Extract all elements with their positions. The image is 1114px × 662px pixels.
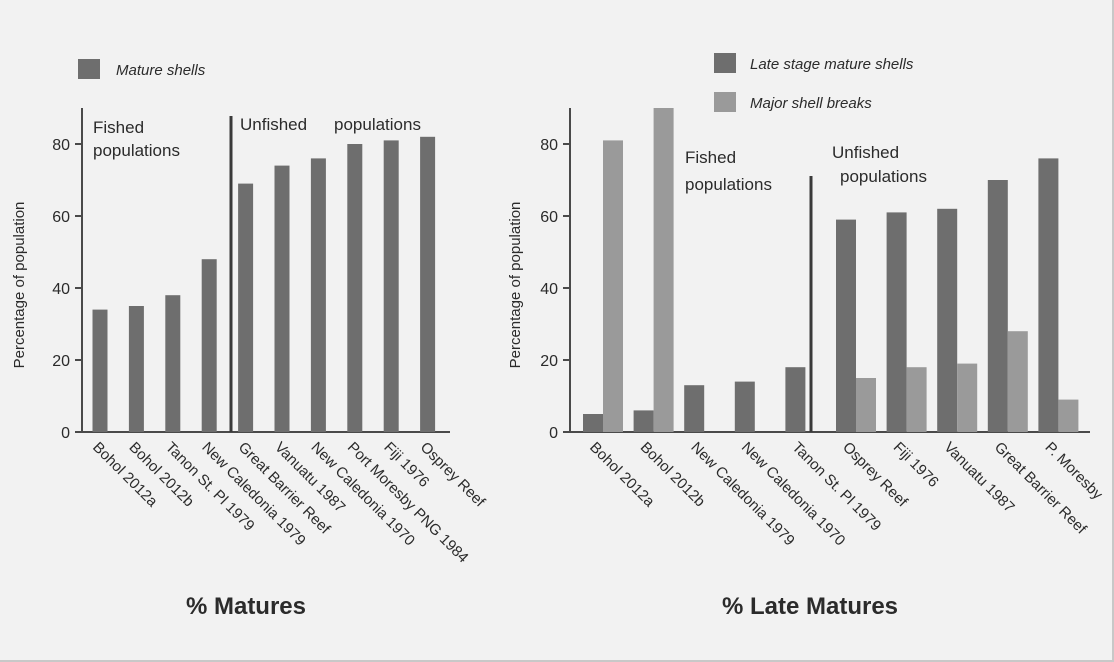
bar-mature-shells (201, 259, 217, 432)
bar-late-stage-mature (937, 208, 958, 432)
y-tick-label: 20 (540, 353, 558, 370)
bar-mature-shells (128, 306, 144, 432)
bar-mature-shells (420, 136, 436, 433)
legend-label-breaks: Major shell breaks (750, 95, 872, 112)
annotation-unfished: Unfished (240, 115, 307, 134)
annotation-fished-populations: populations (685, 175, 772, 194)
annotation-unfished-populations: populations (334, 115, 421, 134)
bar-major-shell-breaks (653, 108, 674, 432)
y-tick-label: 80 (540, 137, 558, 154)
bar-late-stage-mature (836, 219, 856, 432)
bar-major-shell-breaks (1058, 399, 1079, 432)
bar-mature-shells (347, 144, 363, 432)
bar-mature-shells (238, 183, 254, 432)
annotation-unfished: Unfished (832, 143, 899, 162)
y-tick-label: 0 (61, 425, 70, 442)
bar-late-stage-mature (734, 381, 755, 432)
bar-mature-shells (383, 140, 399, 432)
bar-late-stage-mature (785, 367, 806, 432)
bar-late-stage-mature (886, 212, 907, 432)
y-tick-label: 60 (540, 209, 558, 226)
bar-late-stage-mature (684, 385, 705, 432)
y-tick-label: 40 (52, 281, 70, 298)
y-tick-label: 80 (52, 137, 70, 154)
bar-major-shell-breaks (603, 140, 623, 432)
chart-title: % Matures (186, 593, 306, 620)
bar-mature-shells (165, 295, 181, 432)
bar-mature-shells (92, 309, 108, 432)
bar-late-stage-mature (583, 414, 603, 432)
bar-late-stage-mature (633, 410, 654, 432)
bar-major-shell-breaks (856, 378, 876, 432)
legend-swatch-breaks (714, 92, 736, 112)
y-tick-label: 60 (52, 209, 70, 226)
annotation-fished-populations: populations (93, 141, 180, 160)
bar-late-stage-mature (987, 180, 1008, 432)
bar-mature-shells (310, 158, 326, 432)
annotation-unfished-populations: populations (840, 167, 927, 186)
x-tick-label: Great Barrier Reef (991, 439, 1090, 538)
legend-label-mature: Mature shells (116, 62, 206, 79)
annotation-fished: Fished (685, 148, 736, 167)
bar-late-stage-mature (1038, 158, 1059, 432)
bar-major-shell-breaks (906, 367, 927, 432)
y-axis-label: Percentage of population (507, 202, 524, 369)
annotation-fished: Fished (93, 118, 144, 137)
chart-title: % Late Matures (722, 593, 898, 620)
legend-label-late-stage: Late stage mature shells (750, 56, 914, 73)
x-tick-label: Fiji 1976 (890, 439, 942, 491)
y-tick-label: 0 (549, 425, 558, 442)
bar-major-shell-breaks (1007, 331, 1028, 432)
x-tick-label: Tanon St. Pl 1979 (789, 439, 885, 535)
y-tick-label: 40 (540, 281, 558, 298)
legend-swatch-late-stage (714, 53, 736, 73)
legend-swatch-mature (78, 59, 100, 79)
y-tick-label: 20 (52, 353, 70, 370)
bar-mature-shells (274, 165, 290, 432)
y-axis-label: Percentage of population (11, 202, 28, 369)
bar-major-shell-breaks (957, 363, 978, 432)
